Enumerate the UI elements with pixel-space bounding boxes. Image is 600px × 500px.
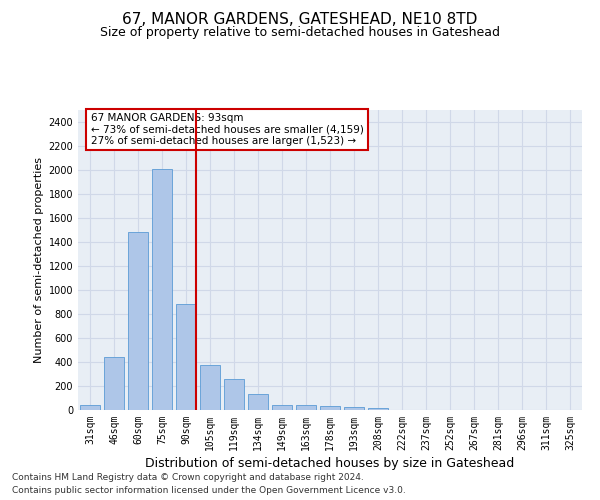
Bar	[224, 380, 244, 410]
Bar	[128, 232, 148, 410]
Text: Contains HM Land Registry data © Crown copyright and database right 2024.: Contains HM Land Registry data © Crown c…	[12, 474, 364, 482]
Bar	[320, 406, 340, 410]
Bar	[176, 304, 196, 410]
Bar	[200, 365, 220, 410]
Bar	[296, 405, 316, 410]
Text: 67, MANOR GARDENS, GATESHEAD, NE10 8TD: 67, MANOR GARDENS, GATESHEAD, NE10 8TD	[122, 12, 478, 28]
Bar	[104, 357, 124, 410]
Text: Size of property relative to semi-detached houses in Gateshead: Size of property relative to semi-detach…	[100, 26, 500, 39]
X-axis label: Distribution of semi-detached houses by size in Gateshead: Distribution of semi-detached houses by …	[145, 457, 515, 470]
Bar	[248, 394, 268, 410]
Bar	[152, 169, 172, 410]
Y-axis label: Number of semi-detached properties: Number of semi-detached properties	[34, 157, 44, 363]
Text: 67 MANOR GARDENS: 93sqm
← 73% of semi-detached houses are smaller (4,159)
27% of: 67 MANOR GARDENS: 93sqm ← 73% of semi-de…	[91, 113, 364, 146]
Bar	[272, 405, 292, 410]
Bar	[344, 408, 364, 410]
Text: Contains public sector information licensed under the Open Government Licence v3: Contains public sector information licen…	[12, 486, 406, 495]
Bar	[368, 408, 388, 410]
Bar	[80, 404, 100, 410]
